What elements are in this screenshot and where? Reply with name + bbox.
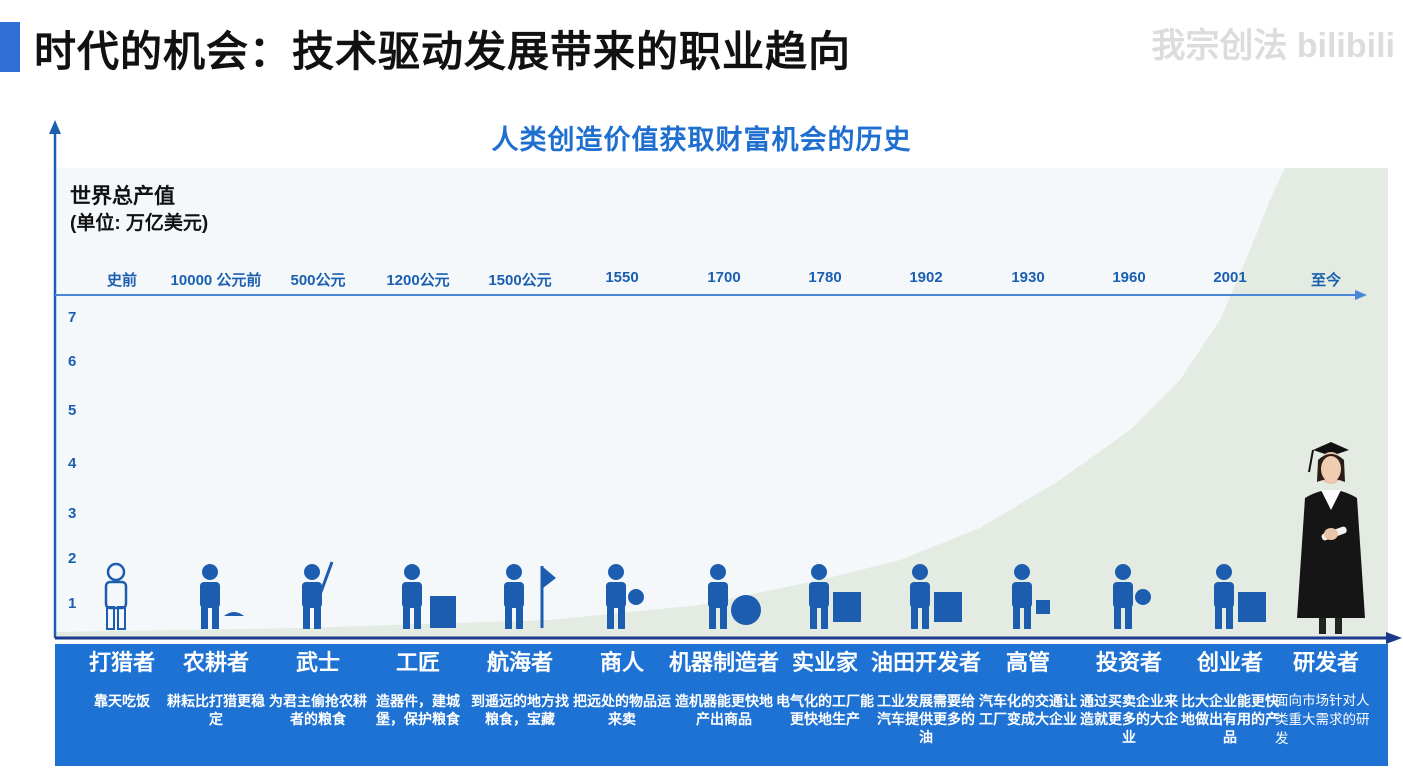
role-description: 把远处的物品运来卖: [573, 693, 671, 727]
era-label: 史前: [106, 272, 137, 289]
entrepreneur-icon: [1214, 564, 1266, 629]
role-column: 农耕者耕耘比打猎更稳定: [157, 648, 275, 728]
y-axis-label: 世界总产值: [70, 185, 175, 208]
role-description: 通过买卖企业来造就更多的大企业: [1080, 693, 1178, 745]
hunter-icon: [104, 562, 128, 630]
role-description: 为君主偷抢农耕者的粮食: [269, 693, 367, 727]
role-description: 面向市场针对人类重大需求的研发: [1275, 693, 1370, 747]
craftsman-icon: [402, 564, 456, 629]
role-column: 机器制造者造机器能更快地产出商品: [665, 648, 783, 728]
role-column: 商人把远处的物品运来卖: [563, 648, 681, 728]
era-label: 1500公元: [488, 272, 552, 289]
industrialist-icon: [809, 564, 861, 629]
growth-curve-area: [55, 168, 1388, 638]
role-name: 创业者: [1196, 650, 1263, 675]
slide-title: 时代的机会：技术驱动发展带来的职业趋向: [34, 28, 852, 75]
role-name: 工匠: [395, 650, 440, 675]
role-name: 投资者: [1095, 650, 1162, 675]
role-description: 电气化的工厂能更快地生产: [776, 693, 874, 727]
role-column: 航海者到遥远的地方找粮食，宝藏: [461, 648, 579, 728]
role-name: 商人: [599, 650, 644, 675]
merchant-icon: [606, 564, 644, 629]
era-label: 1930: [1011, 269, 1045, 286]
y-tick-label: 6: [68, 353, 77, 370]
era-label: 1700: [707, 269, 741, 286]
role-description: 到遥远的地方找粮食，宝藏: [471, 693, 569, 727]
investor-icon: [1113, 564, 1151, 629]
role-name: 高管: [1005, 650, 1050, 675]
y-tick-label: 4: [68, 455, 77, 472]
chart-title: 人类创造价值获取财富机会的历史: [491, 125, 912, 155]
era-label: 1200公元: [386, 272, 450, 289]
role-description: 工业发展需要给汽车提供更多的油: [877, 693, 975, 745]
role-description: 造机器能更快地产出商品: [675, 693, 773, 727]
era-label: 500公元: [290, 272, 346, 289]
role-name: 农耕者: [182, 650, 249, 675]
role-column: 投资者通过买卖企业来造就更多的大企业: [1070, 648, 1188, 746]
era-label: 2001: [1213, 269, 1247, 286]
role-name: 机器制造者: [668, 650, 779, 675]
role-column: 工匠造器件，建城堡，保护粮食: [359, 648, 477, 728]
era-label: 1550: [605, 269, 639, 286]
title-accent-bar: [0, 22, 20, 72]
y-axis-arrow: [49, 120, 61, 134]
y-tick-label: 2: [68, 550, 77, 567]
era-label: 10000 公元前: [170, 272, 262, 289]
role-column: 实业家电气化的工厂能更快地生产: [766, 648, 884, 728]
y-tick-label: 3: [68, 505, 77, 522]
role-column: 武士为君主偷抢农耕者的粮食: [259, 648, 377, 728]
y-tick-label: 5: [68, 402, 77, 419]
role-name: 武士: [295, 650, 340, 675]
role-name: 实业家: [791, 650, 858, 675]
role-column: 高管汽车化的交通让工厂变成大企业: [969, 648, 1087, 728]
navigator-icon: [504, 564, 556, 629]
farmer-icon: [200, 564, 244, 629]
warrior-icon: [302, 561, 334, 629]
role-name: 油田开发者: [870, 650, 981, 675]
role-description: 靠天吃饭: [94, 693, 150, 709]
era-label: 至今: [1310, 272, 1341, 289]
roles-band: [55, 644, 1388, 766]
era-label: 1902: [909, 269, 943, 286]
time-axis-arrow: [1355, 290, 1367, 300]
y-tick-label: 1: [68, 595, 77, 612]
x-axis-arrow: [1386, 632, 1402, 644]
role-description: 比大企业能更快地做出有用的产品: [1181, 693, 1279, 745]
machine-maker-icon: [708, 564, 761, 629]
era-label: 1960: [1112, 269, 1146, 286]
y-axis-unit: (单位: 万亿美元): [70, 213, 209, 234]
role-column: 创业者比大企业能更快地做出有用的产品: [1171, 648, 1289, 746]
role-column: 油田开发者工业发展需要给汽车提供更多的油: [867, 648, 985, 746]
researcher-photo: [1297, 442, 1365, 634]
role-name: 航海者: [486, 650, 553, 675]
role-column: 研发者面向市场针对人类重大需求的研发: [1267, 648, 1385, 749]
role-description: 造器件，建城堡，保护粮食: [376, 693, 460, 727]
executive-icon: [1012, 564, 1050, 629]
role-description: 汽车化的交通让工厂变成大企业: [979, 693, 1077, 727]
role-column: 打猎者 靠天吃饭: [63, 648, 181, 710]
oil-developer-icon: [910, 564, 962, 629]
role-name: 打猎者: [88, 650, 155, 675]
role-description: 耕耘比打猎更稳定: [167, 693, 265, 727]
era-label: 1780: [808, 269, 842, 286]
y-tick-label: 7: [68, 309, 77, 326]
watermark-logo: 我宗创法 bilibili: [1151, 27, 1395, 65]
role-name: 研发者: [1292, 650, 1359, 675]
